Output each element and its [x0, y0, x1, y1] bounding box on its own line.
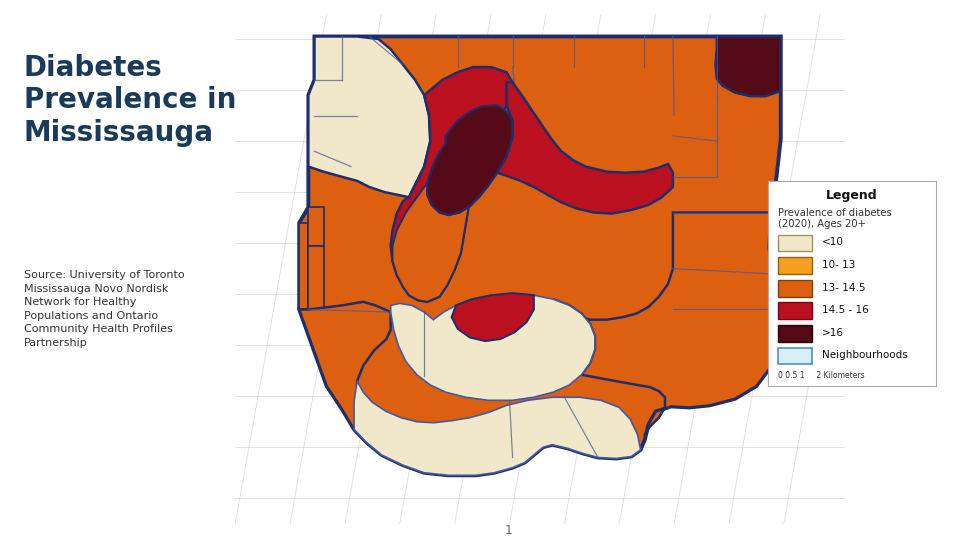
Polygon shape: [427, 105, 513, 215]
FancyBboxPatch shape: [778, 280, 812, 296]
Polygon shape: [391, 293, 595, 400]
Text: 0 0.5 1     2 Kilometers: 0 0.5 1 2 Kilometers: [778, 371, 865, 380]
Text: <10: <10: [822, 238, 844, 247]
Polygon shape: [393, 183, 469, 302]
FancyBboxPatch shape: [778, 348, 812, 364]
Text: Diabetes
Prevalence in
Mississauga: Diabetes Prevalence in Mississauga: [23, 54, 236, 147]
Polygon shape: [308, 37, 430, 197]
Polygon shape: [553, 213, 779, 440]
Text: Source: University of Toronto
Mississauga Novo Nordisk
Network for Healthy
Popul: Source: University of Toronto Mississaug…: [23, 270, 184, 348]
Text: 14.5 - 16: 14.5 - 16: [822, 305, 869, 315]
Text: Prevalence of diabetes
(2020), Ages 20+: Prevalence of diabetes (2020), Ages 20+: [778, 207, 892, 229]
FancyBboxPatch shape: [778, 302, 812, 319]
Polygon shape: [451, 293, 534, 341]
Polygon shape: [715, 37, 780, 96]
Polygon shape: [308, 246, 324, 309]
Text: 1: 1: [505, 523, 513, 537]
Polygon shape: [300, 37, 780, 475]
Text: 13- 14.5: 13- 14.5: [822, 282, 865, 293]
Polygon shape: [308, 207, 324, 246]
Text: 10- 13: 10- 13: [822, 260, 855, 270]
FancyBboxPatch shape: [778, 257, 812, 274]
Polygon shape: [497, 83, 673, 213]
Polygon shape: [391, 67, 513, 302]
FancyBboxPatch shape: [778, 235, 812, 252]
Text: Legend: Legend: [827, 189, 877, 202]
Text: Neighbourhoods: Neighbourhoods: [822, 350, 907, 360]
Polygon shape: [354, 381, 640, 475]
FancyBboxPatch shape: [778, 325, 812, 342]
Text: >16: >16: [822, 328, 844, 338]
Polygon shape: [300, 222, 308, 309]
Polygon shape: [300, 302, 391, 429]
